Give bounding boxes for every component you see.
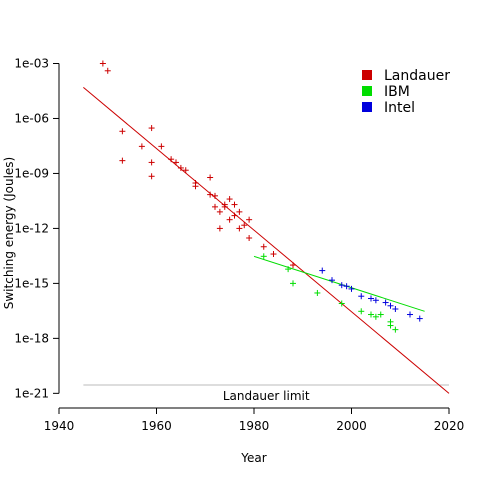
data-point-intel	[343, 283, 350, 290]
data-point-landauer	[119, 157, 126, 164]
y-tick-label: 1e-18	[14, 331, 49, 345]
data-point-landauer	[148, 173, 155, 180]
data-point-landauer	[212, 203, 218, 210]
data-point-ibm	[314, 289, 321, 296]
data-point-ibm	[290, 280, 296, 287]
x-tick-label: 2000	[336, 419, 367, 433]
data-point-landauer	[158, 143, 165, 150]
legend-swatch-intel	[362, 102, 372, 112]
data-point-landauer	[270, 251, 277, 258]
y-tick-label: 1e-21	[14, 386, 49, 400]
y-tick-label: 1e-12	[14, 221, 49, 235]
data-point-landauer	[216, 225, 223, 232]
data-point-intel	[416, 315, 423, 322]
data-point-intel	[329, 277, 335, 284]
data-point-landauer	[236, 225, 243, 232]
data-point-ibm	[372, 313, 379, 320]
data-point-intel	[387, 302, 394, 309]
legend-swatch-landauer	[362, 70, 372, 80]
y-tick-label: 1e-15	[14, 276, 49, 290]
trend-lines	[83, 86, 450, 394]
x-tick-label: 2020	[434, 419, 465, 433]
y-tick-label: 1e-06	[14, 111, 49, 125]
trend-line-ibm	[253, 255, 425, 312]
data-point-intel	[372, 297, 379, 304]
landauer-limit-label: Landauer limit	[223, 389, 310, 403]
legend-label-ibm: IBM	[384, 84, 410, 100]
y-tick-label: 1e-03	[14, 56, 49, 70]
data-point-landauer	[192, 183, 199, 190]
data-point-landauer	[119, 128, 126, 135]
data-point-intel	[392, 306, 399, 313]
data-point-landauer	[212, 192, 218, 199]
legend-label-landauer: Landauer	[384, 68, 450, 84]
legend-label-intel: Intel	[384, 100, 415, 116]
data-point-landauer	[221, 203, 228, 210]
data-point-intel	[368, 295, 374, 302]
data-point-ibm	[338, 300, 345, 307]
data-points	[99, 60, 423, 333]
data-point-landauer	[207, 191, 214, 198]
data-point-intel	[319, 267, 326, 274]
data-point-ibm	[387, 318, 394, 325]
data-point-landauer	[138, 143, 145, 150]
trend-line-landauer	[83, 86, 450, 394]
data-point-intel	[348, 285, 355, 292]
x-axis: 1940 1960 1980 2000 2020	[44, 407, 465, 433]
data-point-landauer	[246, 216, 253, 223]
data-point-landauer	[260, 243, 267, 250]
data-point-landauer	[216, 208, 223, 215]
data-point-landauer	[231, 212, 238, 219]
data-point-landauer	[148, 125, 155, 132]
data-point-landauer	[246, 235, 253, 242]
data-point-landauer	[241, 222, 248, 229]
data-point-landauer	[148, 159, 155, 166]
data-point-landauer	[177, 164, 184, 171]
x-tick-label: 1980	[239, 419, 270, 433]
x-axis-title: Year	[240, 451, 266, 465]
data-point-ibm	[368, 311, 374, 318]
data-point-ibm	[358, 308, 365, 315]
data-point-landauer	[182, 167, 189, 174]
data-point-landauer	[104, 67, 111, 74]
data-point-intel	[382, 299, 389, 306]
data-point-landauer	[207, 174, 214, 181]
data-point-landauer	[236, 208, 243, 215]
data-point-ibm	[377, 311, 384, 318]
data-point-landauer	[226, 216, 233, 223]
data-point-landauer	[99, 60, 106, 67]
y-tick-label: 1e-09	[14, 166, 49, 180]
data-point-ibm	[285, 266, 292, 273]
data-point-landauer	[226, 196, 233, 203]
y-axis-title: Switching energy (Joules)	[2, 157, 16, 310]
data-point-landauer	[168, 156, 175, 163]
data-point-ibm	[392, 326, 399, 333]
x-tick-label: 1960	[141, 419, 172, 433]
y-axis: 1e-03 1e-06 1e-09 1e-12 1e-15 1e-18 1e-21	[14, 56, 60, 400]
x-tick-label: 1940	[44, 419, 75, 433]
data-point-intel	[338, 282, 345, 289]
data-point-landauer	[290, 262, 296, 269]
data-point-intel	[407, 311, 413, 318]
reference-line-group: Landauer limit	[83, 384, 449, 403]
data-point-intel	[358, 293, 365, 300]
data-point-landauer	[231, 201, 238, 208]
legend-swatch-ibm	[362, 86, 372, 96]
data-point-landauer	[173, 159, 179, 166]
data-point-ibm	[260, 253, 267, 260]
